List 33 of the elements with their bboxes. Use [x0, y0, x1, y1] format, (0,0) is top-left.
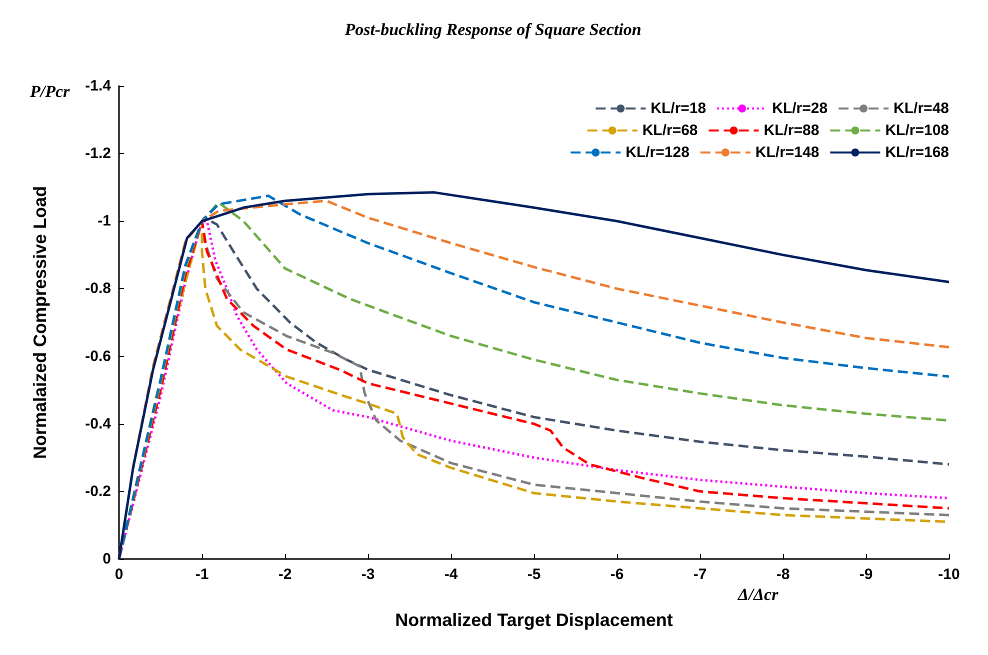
legend-label: KL/r=88	[764, 122, 820, 139]
y-tick-label: -0.8	[85, 280, 111, 298]
y-tick-label: -1	[98, 212, 111, 230]
x-tick-label: -5	[527, 566, 541, 583]
y-tick-label: -0.6	[85, 348, 111, 365]
legend-label: KL/r=68	[642, 122, 698, 139]
x-axis-title: Normalized Target Displacement	[395, 610, 673, 630]
chart-title: Post-buckling Response of Square Section	[344, 20, 642, 39]
x-tick-label: -10	[938, 566, 960, 583]
x-tick-label: -8	[776, 566, 790, 583]
x-tick-label: -1	[195, 566, 209, 583]
y-tick-label: -0.4	[85, 415, 112, 432]
y-tick-label: -1.2	[85, 145, 111, 162]
legend-label: KL/r=168	[885, 144, 950, 161]
x-tick-label: -7	[693, 566, 707, 583]
text: P/Pcr	[29, 82, 70, 101]
legend-label: KL/r=18	[650, 100, 706, 117]
legend-label: KL/r=148	[755, 144, 820, 161]
x-tick-label: -4	[444, 566, 458, 583]
y-axis-title: Normalaized Compressive Load	[30, 186, 50, 460]
text: Δ/Δcr	[737, 585, 779, 604]
x-tick-label: -6	[610, 566, 624, 583]
y-tick-label: -0.2	[85, 482, 111, 500]
x-tick-label: -2	[278, 566, 292, 583]
x-tick-label: -3	[361, 566, 375, 583]
x-tick-label: -9	[859, 566, 873, 583]
legend-label: KL/r=108	[885, 122, 950, 139]
x-tick-label: 0	[114, 566, 124, 583]
y-tick-label: -1.4	[85, 78, 112, 94]
legend-label: KL/r=28	[772, 100, 828, 117]
legend-label: KL/r=128	[626, 144, 690, 161]
legend-label: KL/r=48	[894, 100, 950, 117]
y-tick-label: 0	[102, 550, 111, 568]
